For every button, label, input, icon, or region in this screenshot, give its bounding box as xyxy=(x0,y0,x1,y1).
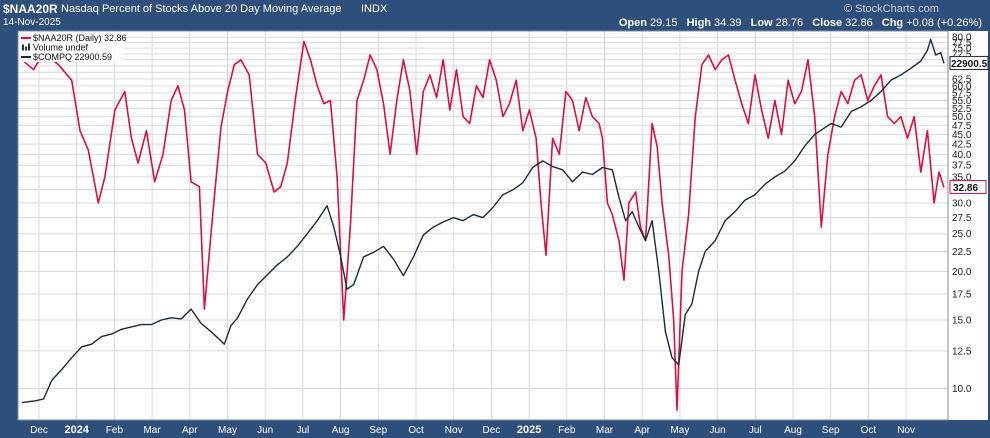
y-tick-label: 17.5 xyxy=(952,289,972,300)
exchange-label: INDX xyxy=(361,3,388,15)
x-tick-label: Sep xyxy=(369,425,387,436)
y-tick-label: 75.0 xyxy=(952,44,972,55)
legend-swatch xyxy=(22,44,24,51)
naa20r-last-value-tag xyxy=(949,180,987,195)
watermark: © StockCharts.com xyxy=(844,3,939,15)
close-value: 32.86 xyxy=(845,17,873,29)
y-tick-label: 45.0 xyxy=(952,130,972,141)
x-tick-label: Jun xyxy=(710,425,726,436)
legend-background xyxy=(19,32,123,62)
legend-swatch xyxy=(28,43,30,51)
y-tick-label: 20.0 xyxy=(952,267,972,278)
x-tick-label: Dec xyxy=(483,425,501,436)
y-tick-label: 62.5 xyxy=(952,74,972,85)
x-tick-label: Feb xyxy=(558,425,576,436)
legend-item-label: Volume undef xyxy=(33,43,89,53)
y-tick-label: 30.0 xyxy=(952,198,972,209)
open-value: 29.15 xyxy=(649,17,678,29)
high-label: High xyxy=(686,17,712,29)
x-tick-label: Aug xyxy=(784,425,802,436)
y-tick-label: 12.5 xyxy=(952,346,972,357)
low-label: Low xyxy=(750,17,773,29)
y-tick-label: 15.0 xyxy=(952,316,972,327)
x-tick-label: Nov xyxy=(897,425,915,436)
y-tick-label: 10.0 xyxy=(952,384,972,395)
y-axis-panel xyxy=(948,31,988,420)
x-tick-label: Jul xyxy=(749,425,762,436)
legend-item-label: $COMPQ 22900.59 xyxy=(33,52,112,62)
x-tick-label: Feb xyxy=(106,425,124,436)
low-value: 28.76 xyxy=(775,17,804,29)
plot-area xyxy=(18,31,948,420)
plot-frame xyxy=(17,30,949,421)
axis-layer: 80.077.575.072.570.062.560.057.555.052.5… xyxy=(30,33,989,436)
legend-swatch xyxy=(25,46,27,51)
close-label: Close xyxy=(812,17,843,29)
x-tick-label: Sep xyxy=(822,425,840,436)
x-tick-label: May xyxy=(670,425,689,436)
y-tick-label: 40.0 xyxy=(952,150,972,161)
y-tick-label: 37.5 xyxy=(952,161,972,172)
y-tick-label: 55.0 xyxy=(952,96,972,107)
symbol-description: Nasdaq Percent of Stocks Above 20 Day Mo… xyxy=(61,3,342,15)
grid-layer xyxy=(18,31,948,420)
x-tick-label: Aug xyxy=(332,425,350,436)
x-tick-label: Oct xyxy=(408,425,424,436)
naa20r-last-value: 32.86 xyxy=(953,183,978,194)
y-tick-label: 80.0 xyxy=(952,33,972,44)
ohlc-readout: Open 29.15 High 34.39 Low 28.76 Close 32.86 … xyxy=(619,17,982,29)
y-tick-label: 25.0 xyxy=(952,229,972,240)
x-tick-label: Mar xyxy=(596,425,614,436)
compq-line xyxy=(21,38,945,404)
x-tick-label: Mar xyxy=(143,425,161,436)
chart-date: 14-Nov-2025 xyxy=(3,17,61,28)
x-tick-label: Jun xyxy=(257,425,273,436)
y-tick-label: 77.5 xyxy=(952,38,972,49)
high-value: 34.39 xyxy=(714,17,742,29)
series-layer xyxy=(21,38,945,411)
x-tick-label: 2024 xyxy=(64,424,89,436)
y-tick-label: 47.5 xyxy=(952,121,972,132)
y-tick-label: 27.5 xyxy=(952,213,972,224)
naa20r-line xyxy=(21,40,945,411)
chg-value: +0.08 (+0.26%) xyxy=(906,17,982,29)
y-tick-label: 57.5 xyxy=(952,89,972,100)
y-tick-label: 35.0 xyxy=(952,172,972,183)
x-tick-label: Jul xyxy=(297,425,310,436)
x-tick-label: Apr xyxy=(182,425,198,436)
chg-label: Chg xyxy=(881,17,904,29)
y-tick-label: 50.0 xyxy=(952,112,972,123)
y-tick-label: 52.5 xyxy=(952,104,972,115)
y-tick-label: 22.5 xyxy=(952,247,972,258)
x-tick-label: Apr xyxy=(634,425,650,436)
open-label: Open xyxy=(618,17,647,29)
y-tick-label: 60.0 xyxy=(952,81,972,92)
symbol-title: $NAA20R xyxy=(3,2,58,16)
x-tick-label: Nov xyxy=(445,425,463,436)
compq-last-value: 22900.5 xyxy=(951,59,988,70)
x-tick-label: 2025 xyxy=(517,424,541,436)
x-tick-label: Oct xyxy=(861,425,877,436)
legend-item-label: $NAA20R (Daily) 32.86 xyxy=(33,33,127,43)
compq-last-value-tag xyxy=(949,55,989,70)
x-tick-label: Dec xyxy=(30,425,48,436)
x-tick-label: May xyxy=(218,425,237,436)
y-tick-label: 42.5 xyxy=(952,140,972,151)
y-tick-label: 72.5 xyxy=(952,49,972,60)
